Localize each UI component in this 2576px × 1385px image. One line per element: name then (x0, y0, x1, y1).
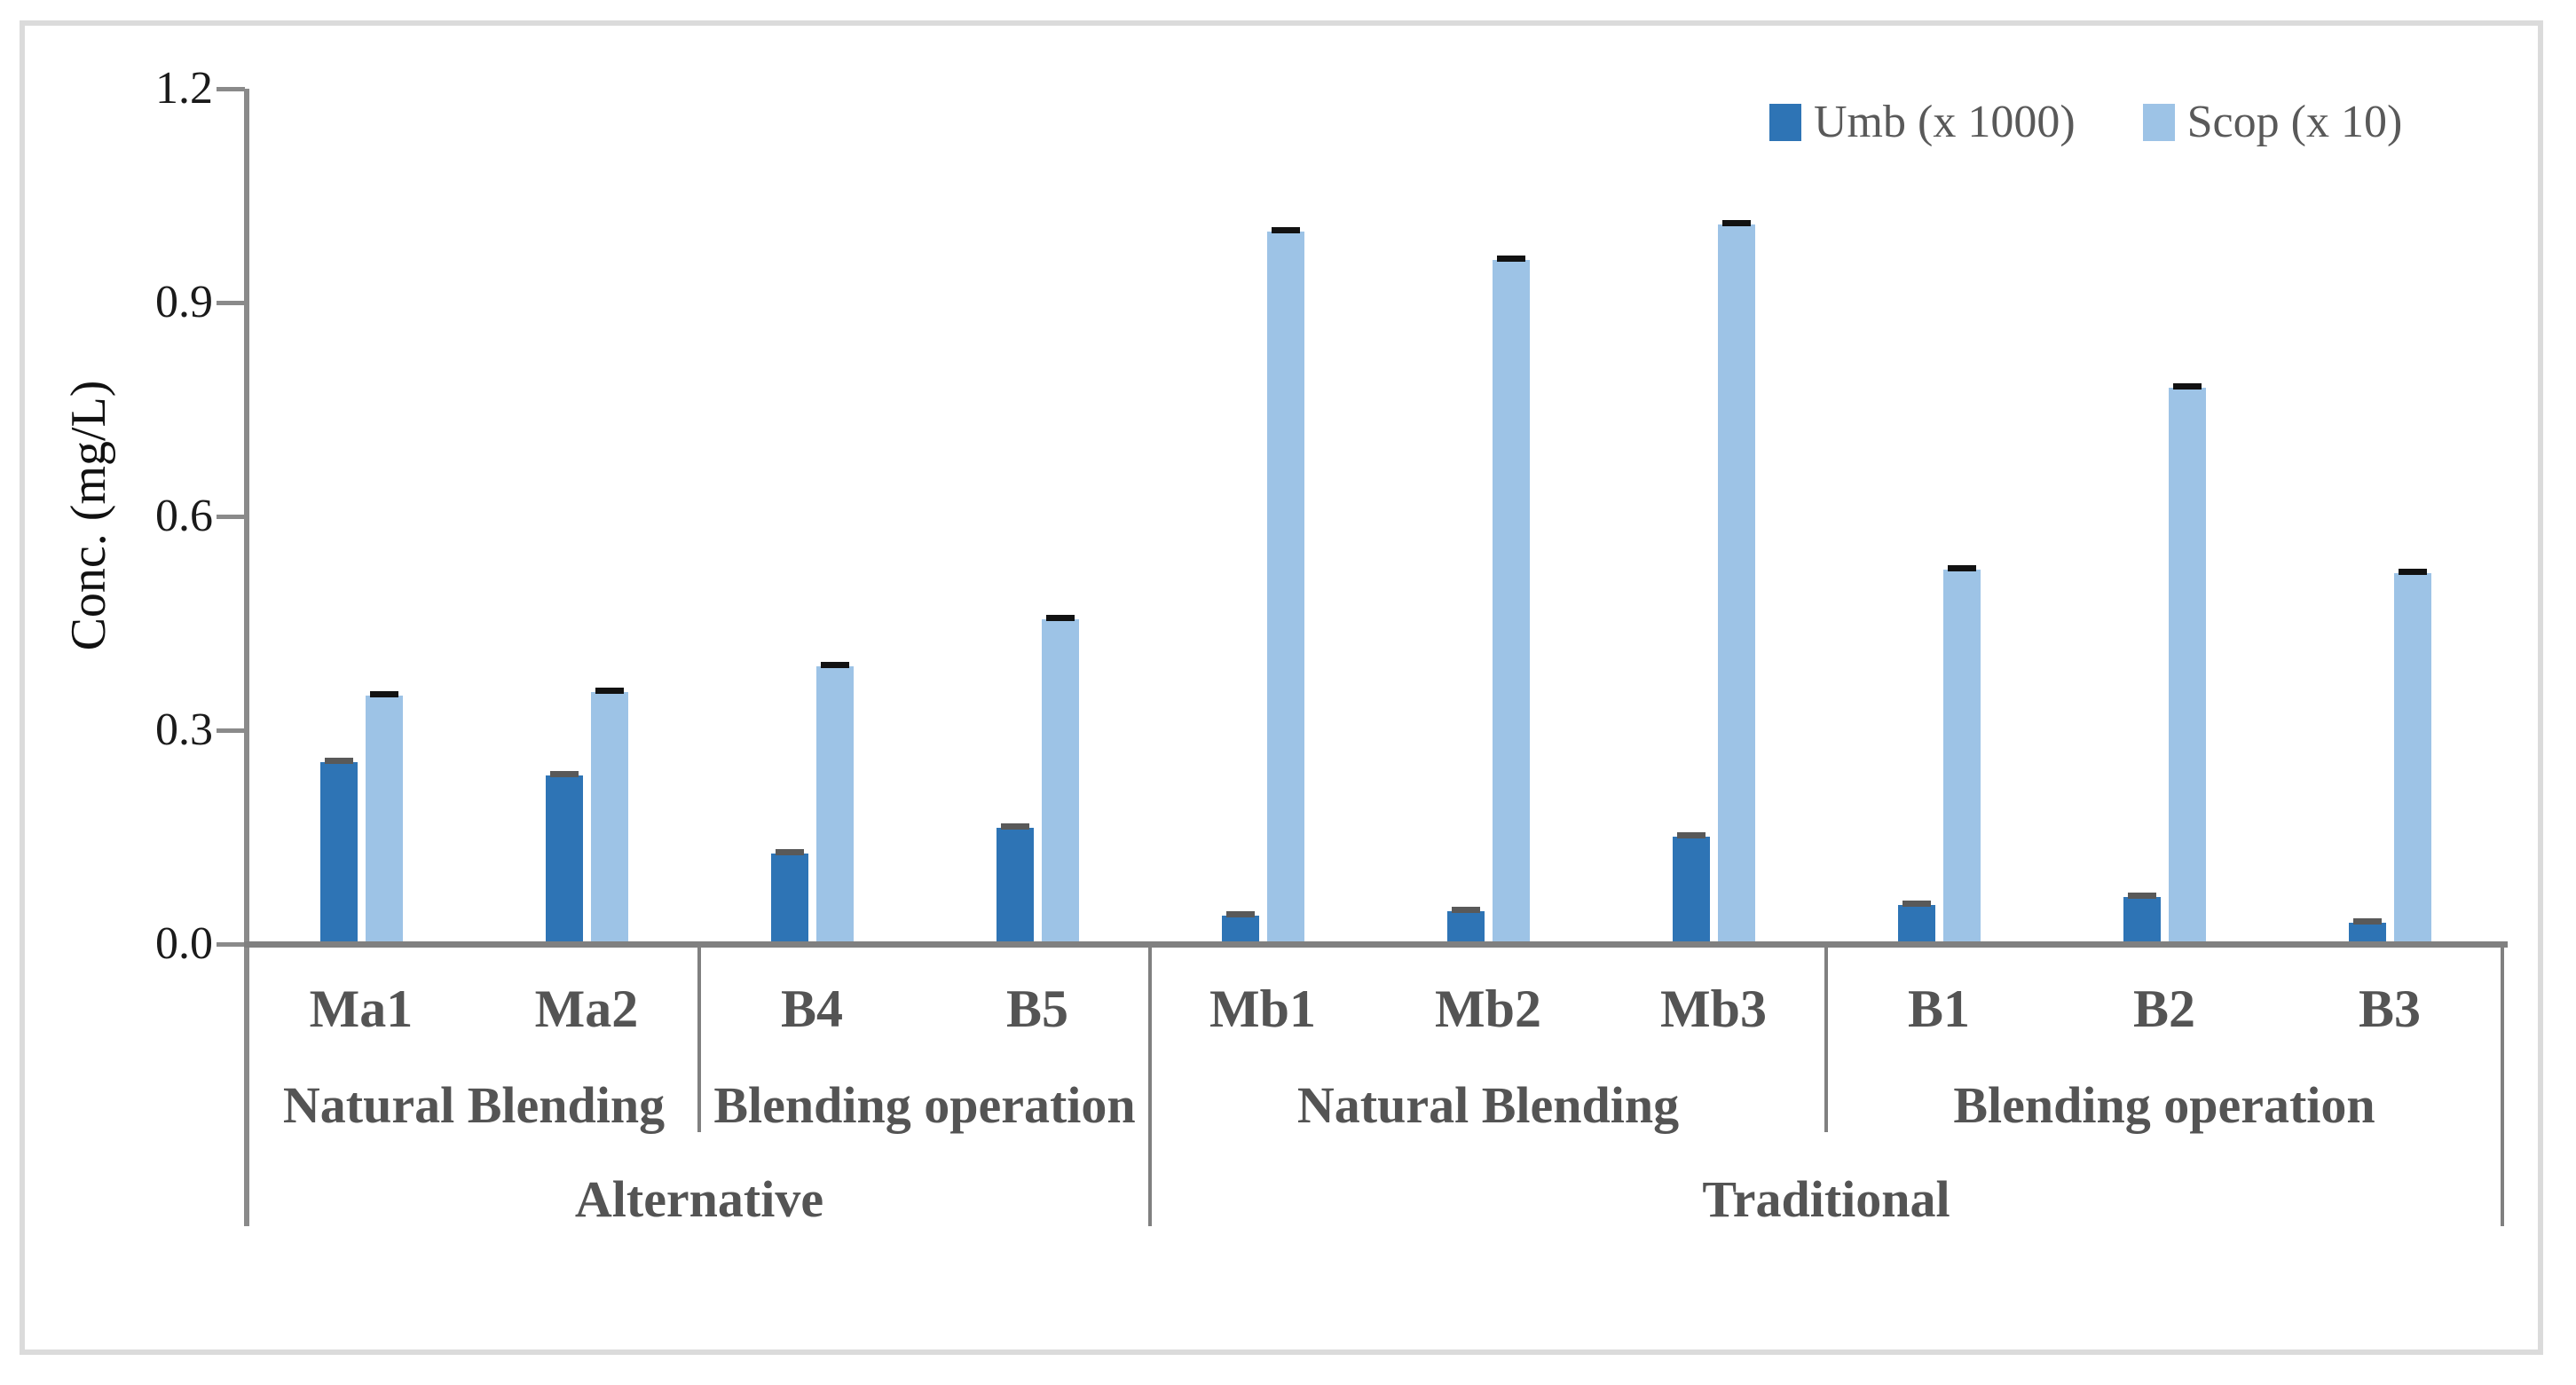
error-bar-cap-B5 (1000, 823, 1029, 830)
bar-scop-Mb2 (1492, 259, 1530, 944)
bar-umb-B1 (1897, 904, 1935, 944)
bar-scop-B4 (815, 665, 854, 944)
x-supergroup-label: Traditional (1702, 1170, 1950, 1228)
bar-scop-Ma1 (365, 696, 403, 944)
x-group-label: Natural Blending (282, 1076, 666, 1134)
axis-right-border (2501, 944, 2504, 1226)
error-bar-cap-Mb3 (1676, 831, 1706, 838)
error-bar-cap-Mb1 (1271, 226, 1300, 233)
x-category-label-B3: B3 (2358, 980, 2422, 1038)
error-bar-cap-B3 (2398, 569, 2427, 576)
legend-label-scop: Scop (x 10) (2186, 97, 2403, 147)
legend-swatch-umb (1769, 103, 1801, 141)
error-bar-cap-B1 (1902, 900, 1931, 907)
y-tick-label: 0.9 (155, 277, 213, 327)
bar-scop-B3 (2393, 573, 2431, 944)
error-bar-cap-B4 (820, 661, 849, 668)
x-category-label-Ma1: Ma1 (309, 980, 414, 1038)
error-bar-cap-Mb3 (1721, 219, 1751, 226)
x-category-label-Mb1: Mb1 (1209, 980, 1316, 1038)
y-tick-mark (217, 728, 245, 733)
error-bar-cap-Ma1 (324, 758, 353, 765)
legend-swatch-scop (2142, 103, 2175, 141)
error-bar-cap-Mb2 (1496, 255, 1525, 262)
bar-umb-B2 (2123, 896, 2161, 944)
x-group-label: Natural Blending (1296, 1076, 1680, 1134)
x-axis-line (244, 941, 2508, 948)
error-bar-cap-B4 (775, 848, 804, 855)
error-bar-cap-B1 (1947, 565, 1976, 572)
error-bar-cap-B2 (2127, 892, 2156, 899)
bar-scop-B1 (1942, 570, 1981, 944)
x-group-label: Blending operation (1953, 1076, 2375, 1134)
x-category-label-B5: B5 (1005, 980, 1069, 1038)
bar-scop-B2 (2168, 388, 2206, 944)
y-tick-label: 1.2 (155, 63, 213, 114)
axis-group-separator (1148, 944, 1152, 1226)
figure-border (20, 20, 2543, 1355)
bar-scop-Mb3 (1717, 224, 1755, 944)
y-tick-mark (217, 942, 245, 947)
axis-group-separator (1824, 944, 1828, 1132)
bar-umb-B4 (770, 853, 808, 944)
error-bar-cap-Mb2 (1451, 907, 1480, 914)
x-group-label: Blending operation (713, 1076, 1136, 1134)
x-category-label-Ma2: Ma2 (534, 980, 639, 1038)
error-bar-cap-B2 (2172, 383, 2202, 390)
error-bar-cap-Ma2 (549, 770, 579, 777)
legend-item-umb: Umb (x 1000) (1769, 96, 2076, 148)
y-axis-line (244, 89, 249, 1226)
y-tick-label: 0.6 (155, 491, 213, 541)
bar-umb-Ma1 (319, 762, 358, 944)
bar-umb-Mb2 (1446, 911, 1485, 944)
bar-umb-B3 (2348, 922, 2386, 944)
error-bar-cap-B3 (2352, 917, 2382, 925)
x-supergroup-label: Alternative (574, 1170, 824, 1228)
error-bar-cap-Ma2 (595, 688, 624, 695)
bar-scop-Ma2 (590, 692, 628, 944)
bar-umb-Mb3 (1672, 836, 1710, 944)
bar-scop-Mb1 (1266, 231, 1304, 944)
legend-item-scop: Scop (x 10) (2142, 96, 2403, 148)
axis-group-separator (697, 944, 701, 1132)
x-category-label-Mb2: Mb2 (1435, 980, 1541, 1038)
bar-scop-B5 (1041, 619, 1079, 944)
error-bar-cap-Ma1 (369, 691, 398, 698)
legend-label-umb: Umb (x 1000) (1814, 97, 2076, 147)
error-bar-cap-Mb1 (1225, 910, 1255, 917)
y-tick-label: 0.0 (155, 918, 213, 969)
y-tick-mark (217, 301, 245, 305)
y-tick-label: 0.3 (155, 704, 213, 755)
x-category-label-B2: B2 (2132, 980, 2196, 1038)
legend: Umb (x 1000) Scop (x 10) (1769, 96, 2402, 148)
x-category-label-B1: B1 (1907, 980, 1971, 1038)
bar-umb-Ma2 (545, 775, 583, 944)
y-tick-mark (217, 515, 245, 519)
bar-umb-Mb1 (1221, 915, 1259, 944)
bar-umb-B5 (996, 828, 1034, 944)
x-category-label-Mb3: Mb3 (1660, 980, 1767, 1038)
y-tick-mark (217, 87, 245, 91)
x-category-label-B4: B4 (780, 980, 844, 1038)
error-bar-cap-B5 (1045, 615, 1075, 622)
